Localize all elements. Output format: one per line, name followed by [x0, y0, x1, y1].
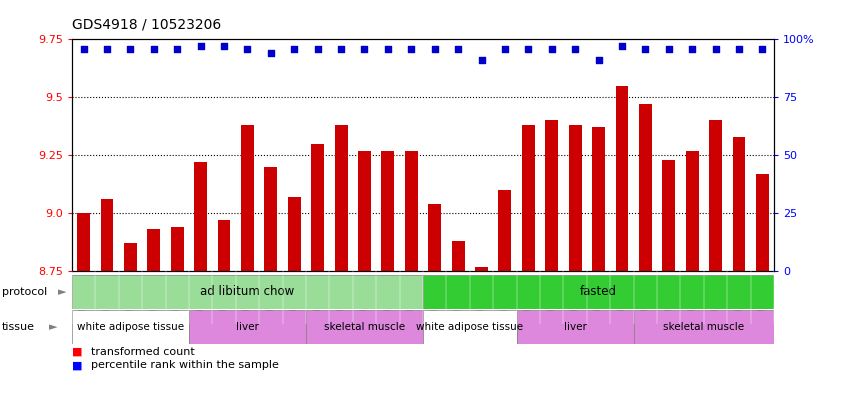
Point	[755, 46, 769, 52]
Point	[358, 46, 371, 52]
Bar	[546, 120, 558, 271]
Bar	[686, 151, 699, 271]
Bar	[77, 213, 90, 271]
Point	[685, 46, 699, 52]
Text: percentile rank within the sample: percentile rank within the sample	[91, 360, 278, 371]
Point	[733, 46, 746, 52]
Point	[147, 46, 161, 52]
Bar	[72, 275, 423, 309]
Text: white adipose tissue: white adipose tissue	[77, 322, 184, 332]
Point	[709, 46, 722, 52]
Bar	[335, 125, 348, 271]
Point	[639, 46, 652, 52]
Text: protocol: protocol	[2, 287, 47, 297]
Point	[662, 46, 675, 52]
Text: transformed count: transformed count	[91, 347, 195, 357]
Point	[194, 43, 207, 50]
Point	[569, 46, 582, 52]
Bar	[452, 241, 464, 271]
Point	[404, 46, 418, 52]
Bar	[124, 243, 137, 271]
Text: ■: ■	[72, 360, 82, 371]
Bar	[423, 310, 517, 344]
Bar	[265, 167, 277, 271]
Bar	[662, 160, 675, 271]
Point	[100, 46, 113, 52]
Point	[334, 46, 348, 52]
Text: white adipose tissue: white adipose tissue	[416, 322, 524, 332]
Point	[428, 46, 442, 52]
Point	[545, 46, 558, 52]
Text: liver: liver	[236, 322, 259, 332]
Text: ad libitum chow: ad libitum chow	[201, 285, 294, 298]
Text: ■: ■	[72, 347, 82, 357]
Text: skeletal muscle: skeletal muscle	[663, 322, 744, 332]
Bar	[475, 266, 488, 271]
Bar	[171, 227, 184, 271]
Text: skeletal muscle: skeletal muscle	[324, 322, 405, 332]
Bar	[423, 275, 774, 309]
Bar	[217, 220, 230, 271]
Bar	[634, 310, 774, 344]
Text: fasted: fasted	[580, 285, 617, 298]
Bar	[428, 204, 441, 271]
Bar	[592, 127, 605, 271]
Bar	[405, 151, 418, 271]
Bar	[101, 199, 113, 271]
Text: ►: ►	[58, 287, 66, 297]
Bar	[639, 104, 651, 271]
Point	[452, 46, 465, 52]
Point	[217, 43, 231, 50]
Bar	[311, 143, 324, 271]
Point	[124, 46, 137, 52]
Bar	[517, 310, 634, 344]
Point	[475, 57, 488, 63]
Bar	[147, 230, 160, 271]
Bar	[733, 137, 745, 271]
Bar	[569, 125, 581, 271]
Bar	[288, 197, 300, 271]
Text: liver: liver	[563, 322, 586, 332]
Bar	[709, 120, 722, 271]
Bar	[189, 310, 306, 344]
Bar	[498, 190, 511, 271]
Point	[170, 46, 184, 52]
Point	[311, 46, 325, 52]
Point	[264, 50, 277, 56]
Bar	[616, 86, 629, 271]
Point	[521, 46, 536, 52]
Bar	[358, 151, 371, 271]
Text: ►: ►	[49, 322, 58, 332]
Bar	[241, 125, 254, 271]
Point	[240, 46, 254, 52]
Point	[591, 57, 605, 63]
Bar	[382, 151, 394, 271]
Bar	[522, 125, 535, 271]
Point	[498, 46, 512, 52]
Point	[381, 46, 394, 52]
Bar	[195, 162, 207, 271]
Point	[615, 43, 629, 50]
Text: tissue: tissue	[2, 322, 35, 332]
Point	[77, 46, 91, 52]
Point	[288, 46, 301, 52]
Bar	[306, 310, 423, 344]
Text: GDS4918 / 10523206: GDS4918 / 10523206	[72, 18, 221, 32]
Bar	[72, 310, 189, 344]
Bar	[756, 174, 769, 271]
